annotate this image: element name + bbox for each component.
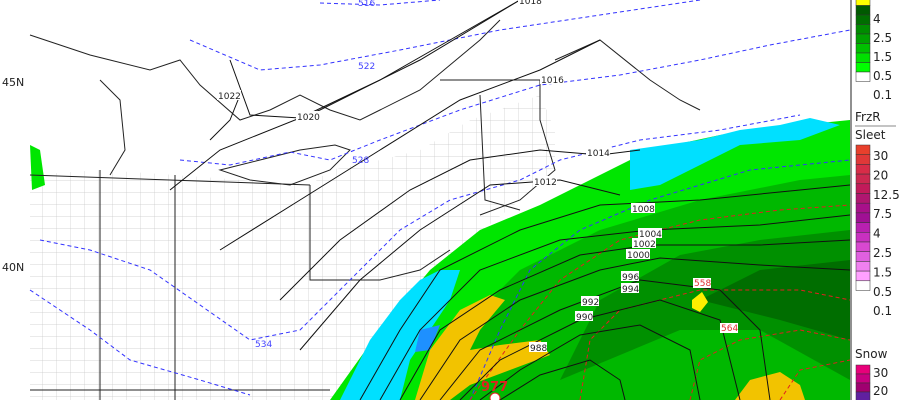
legend-swatch-snow	[855, 382, 871, 393]
low-center-label: 977	[481, 380, 508, 395]
isobar-label: 1014	[587, 149, 610, 159]
legend-swatch-rain	[855, 14, 871, 25]
lat-label-45n: 45N	[2, 76, 24, 89]
legend-swatch-sleet	[855, 183, 871, 194]
frzr-dark	[415, 325, 440, 352]
legend-sleet-title: Sleet	[855, 128, 886, 142]
legend-swatch-rain	[855, 0, 871, 6]
legend-swatch-sleet	[855, 241, 871, 252]
legend-value-snow: 30	[873, 366, 888, 380]
legend-swatch-rain	[855, 5, 871, 16]
legend-value-sleet: 12.5	[873, 188, 900, 202]
legend-swatch-sleet	[855, 173, 871, 185]
rain-yellow	[415, 295, 550, 400]
legend-swatch-rain	[855, 62, 871, 73]
legend-swatch-snow	[855, 373, 871, 384]
thickness-label: 516	[358, 0, 375, 9]
legend-value-rain: 0.5	[873, 69, 892, 83]
legend-swatch-rain	[855, 33, 871, 44]
legend-swatch-snow	[855, 364, 871, 375]
legend-swatch-rain	[855, 52, 871, 63]
legend-value-sleet: 0.5	[873, 285, 892, 299]
legend-swatch-rain	[855, 24, 871, 35]
isobar-label: 1020	[297, 113, 320, 123]
legend-value-sleet: 30	[873, 149, 888, 163]
isobar-label: 994	[622, 285, 639, 295]
legend-value-rain: 1.5	[873, 50, 892, 64]
legend-snow-title: Snow	[855, 347, 888, 361]
thickness-label-warm: 564	[721, 324, 738, 334]
isobar-labels: 1022 1020 1018 1016 1014 1012 1008 1004 …	[217, 0, 662, 354]
legend-swatch-sleet	[855, 193, 871, 204]
legend-swatch-rain	[855, 43, 871, 54]
legend: 4 2.5 1.5 0.5 0.1 30 20 12.5 7.5 4 2.5 1.5 0.5 0.1 30 2…	[855, 0, 900, 400]
legend-swatch-sleet	[855, 144, 871, 155]
legend-value-snow: 20	[873, 384, 888, 398]
isobars	[169, 0, 851, 400]
thickness-lines-cold	[29, 0, 851, 400]
legend-value-sleet: 4	[873, 227, 881, 241]
isobar-label: 1004	[639, 230, 662, 240]
legend-swatch-sleet	[855, 232, 871, 243]
legend-value-sleet: 1.5	[873, 265, 892, 279]
legend-swatch-sleet	[855, 154, 871, 165]
legend-value-sleet: 7.5	[873, 207, 892, 221]
legend-frzr-title: FrzR	[855, 110, 881, 124]
isobar-label: 1016	[541, 76, 564, 86]
isobar-label: 1022	[218, 92, 241, 102]
isobar-label: 1000	[627, 251, 650, 261]
isobar-label: 988	[530, 344, 547, 354]
legend-swatch-sleet	[855, 251, 871, 262]
legend-value-sleet: 2.5	[873, 246, 892, 260]
legend-swatch-sleet	[855, 280, 871, 291]
isobar-label: 1008	[632, 205, 655, 215]
isobar-label: 1018	[519, 0, 542, 7]
thickness-label: 522	[358, 62, 375, 72]
legend-swatch-sleet	[855, 270, 871, 282]
legend-swatch-sleet	[855, 164, 871, 175]
isobar-label: 1002	[633, 240, 656, 250]
thickness-label-warm: 558	[694, 279, 711, 289]
legend-swatch-snow	[855, 391, 871, 400]
isobar-label: 996	[622, 273, 639, 283]
isobar-label: 992	[582, 298, 599, 308]
legend-value-rain: 2.5	[873, 31, 892, 45]
legend-value-rain: 4	[873, 12, 881, 26]
rain-yellow-2	[735, 372, 805, 400]
thickness-label: 534	[255, 340, 272, 350]
rain-yellow-3	[692, 292, 708, 312]
thickness-label: 528	[352, 156, 369, 166]
legend-swatch-sleet	[855, 261, 871, 272]
legend-value-sleet: 0.1	[873, 304, 892, 318]
us-counties	[30, 95, 555, 400]
legend-swatch-sleet	[855, 202, 871, 214]
frzr-north	[630, 118, 840, 190]
frzr-coastal	[340, 270, 460, 400]
legend-swatch-sleet	[855, 212, 871, 223]
lat-label-40n: 40N	[2, 261, 24, 274]
isobar-label: 990	[576, 313, 593, 323]
frzr-west	[30, 145, 45, 190]
legend-value-rain: 0.1	[873, 88, 892, 102]
legend-swatch-rain	[855, 71, 871, 82]
low-center-marker	[489, 392, 501, 400]
legend-swatch-sleet	[855, 222, 871, 233]
isobar-label: 1012	[534, 178, 557, 188]
boundaries	[29, 19, 701, 400]
legend-value-sleet: 20	[873, 168, 888, 182]
rain-darkest	[700, 260, 850, 340]
